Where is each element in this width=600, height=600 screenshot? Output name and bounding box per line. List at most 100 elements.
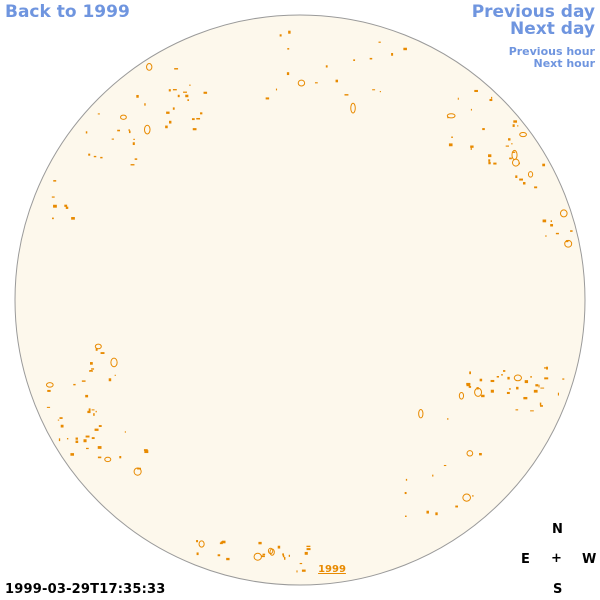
contour-mark: [64, 204, 68, 207]
contour-mark: [253, 552, 262, 561]
contour-mark: [545, 235, 547, 237]
contour-mark: [488, 159, 491, 162]
contour-mark: [325, 65, 328, 68]
contour-mark: [86, 447, 89, 450]
contour-mark: [111, 138, 114, 140]
contour-mark: [372, 89, 376, 91]
contour-mark: [470, 147, 472, 150]
contour-mark: [288, 554, 291, 557]
contour-mark: [287, 48, 290, 50]
contour-mark: [519, 178, 523, 181]
contour-mark: [542, 219, 547, 223]
contour-mark: [405, 478, 408, 481]
contour-mark: [469, 371, 471, 375]
contour-mark: [275, 88, 278, 91]
contour-mark: [88, 408, 91, 412]
compass-west: W: [582, 552, 597, 567]
year-link[interactable]: 1999: [318, 564, 346, 575]
contour-mark: [517, 125, 519, 127]
contour-mark: [97, 446, 102, 449]
contour-mark: [168, 120, 172, 124]
contour-mark: [192, 128, 197, 131]
contour-mark: [512, 124, 515, 127]
contour-mark: [516, 386, 519, 390]
contour-mark: [299, 562, 303, 565]
contour-mark: [418, 408, 424, 419]
contour-mark: [481, 394, 485, 398]
contour-mark: [482, 128, 485, 131]
contour-mark: [221, 540, 226, 544]
next-hour-link[interactable]: Next hour: [533, 57, 596, 70]
contour-mark: [523, 396, 528, 400]
contour-mark: [189, 84, 191, 86]
contour-mark: [53, 204, 57, 208]
contour-mark: [474, 387, 483, 397]
contour-mark: [472, 495, 474, 497]
contour-mark: [89, 370, 93, 372]
contour-mark: [344, 94, 349, 96]
contour-mark: [533, 389, 538, 393]
contour-mark: [279, 34, 282, 37]
contour-mark: [524, 380, 529, 384]
contour-mark: [491, 96, 493, 99]
contour-mark: [134, 158, 138, 160]
contour-mark: [511, 143, 513, 145]
previous-hour-link[interactable]: Previous hour: [508, 45, 595, 58]
contour-mark: [490, 379, 495, 383]
contour-mark: [203, 91, 208, 94]
contour-mark: [73, 383, 76, 386]
contour-mark: [474, 89, 478, 93]
contour-mark: [91, 437, 95, 440]
contour-mark: [535, 384, 539, 387]
contour-mark: [91, 368, 95, 370]
contour-mark: [217, 554, 221, 557]
contour-mark: [100, 156, 103, 159]
contour-mark: [286, 72, 290, 76]
contour-mark: [466, 450, 474, 457]
contour-mark: [350, 102, 356, 114]
contour-mark: [94, 343, 102, 350]
contour-mark: [220, 541, 223, 544]
compass-center: +: [551, 551, 562, 566]
contour-mark: [301, 569, 306, 572]
contour-mark: [511, 158, 520, 167]
contour-mark: [530, 376, 532, 378]
contour-mark: [132, 142, 135, 146]
contour-mark: [378, 41, 381, 43]
contour-mark: [496, 375, 500, 378]
contour-mark: [511, 151, 516, 153]
contour-mark: [519, 131, 527, 138]
contour-mark: [448, 143, 453, 147]
contour-mark: [462, 493, 471, 502]
contour-mark: [353, 59, 356, 61]
contour-mark: [262, 553, 266, 556]
contour-mark: [432, 474, 434, 477]
contour-mark: [128, 129, 130, 132]
contour-mark: [508, 388, 511, 390]
contour-mark: [539, 402, 542, 406]
contour-mark: [391, 52, 394, 56]
contour-mark: [538, 384, 540, 388]
next-day-link[interactable]: Next day: [510, 19, 595, 39]
contour-mark: [470, 145, 474, 148]
contour-mark: [85, 394, 89, 398]
contour-mark: [503, 370, 506, 372]
contour-mark: [530, 410, 534, 412]
back-to-year-link[interactable]: Back to 1999: [5, 2, 130, 22]
contour-mark: [379, 91, 381, 93]
contour-mark: [265, 97, 270, 100]
contour-mark: [564, 239, 573, 248]
contour-mark: [95, 348, 98, 351]
contour-mark: [97, 456, 102, 459]
compass-south: S: [553, 582, 563, 597]
contour-mark: [146, 63, 153, 71]
contour-mark: [335, 79, 339, 83]
contour-mark: [534, 186, 538, 189]
contour-mark: [83, 439, 87, 443]
contour-mark: [261, 555, 265, 558]
contour-mark: [219, 542, 223, 545]
previous-day-link[interactable]: Previous day: [471, 2, 595, 22]
contour-mark: [165, 125, 168, 129]
contour-mark: [65, 206, 69, 209]
